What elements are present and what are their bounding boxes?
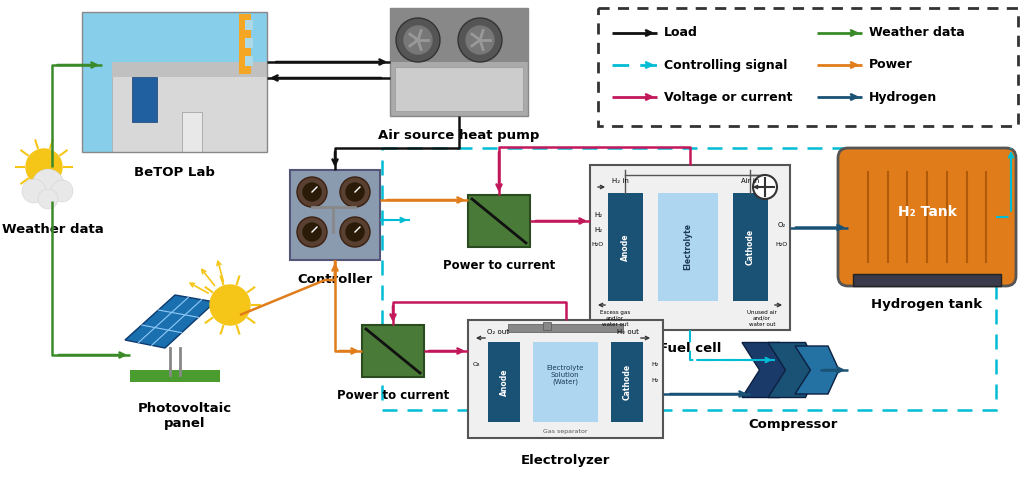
Bar — [112, 62, 267, 77]
Text: Electrolyte
Solution
(Water): Electrolyte Solution (Water) — [547, 365, 584, 385]
Text: Power to current: Power to current — [337, 389, 450, 402]
Text: H₂O: H₂O — [776, 242, 788, 247]
Circle shape — [458, 18, 502, 62]
Text: Cathode: Cathode — [745, 229, 755, 265]
Text: Anode: Anode — [621, 233, 630, 261]
Bar — [853, 274, 1001, 286]
Text: Gas separator: Gas separator — [544, 429, 588, 434]
Text: Unused air
and/or
water out: Unused air and/or water out — [748, 310, 777, 327]
Bar — [508, 324, 623, 332]
Bar — [82, 12, 267, 152]
Text: Weather data: Weather data — [869, 27, 965, 40]
Text: Hydrogen: Hydrogen — [869, 91, 937, 104]
Circle shape — [303, 183, 321, 201]
Circle shape — [32, 169, 63, 201]
Text: Air in: Air in — [740, 178, 759, 184]
Bar — [543, 322, 551, 330]
Circle shape — [26, 149, 62, 185]
Circle shape — [396, 18, 440, 62]
Text: Power to current: Power to current — [442, 259, 555, 272]
Circle shape — [340, 217, 370, 247]
Bar — [658, 193, 718, 301]
Bar — [182, 112, 202, 152]
Text: H₂ Tank: H₂ Tank — [898, 205, 956, 219]
Text: Air source heat pump: Air source heat pump — [378, 129, 540, 142]
FancyBboxPatch shape — [838, 148, 1016, 286]
FancyBboxPatch shape — [598, 8, 1018, 126]
Text: Hydrogen tank: Hydrogen tank — [871, 298, 983, 311]
Bar — [112, 62, 267, 152]
Text: BeTOP Lab: BeTOP Lab — [134, 166, 215, 179]
Bar — [290, 170, 380, 260]
Circle shape — [753, 175, 777, 199]
Bar — [245, 56, 253, 66]
Bar — [534, 342, 598, 422]
Text: Power: Power — [869, 59, 912, 72]
Circle shape — [38, 189, 58, 209]
Bar — [245, 38, 253, 48]
Bar — [390, 8, 528, 62]
Polygon shape — [768, 343, 818, 397]
Polygon shape — [795, 346, 839, 394]
Polygon shape — [125, 295, 215, 348]
Bar — [611, 342, 643, 422]
Bar — [132, 77, 157, 122]
Text: O₂ out: O₂ out — [487, 329, 509, 335]
Text: Voltage or current: Voltage or current — [664, 91, 793, 104]
Text: H₂: H₂ — [594, 212, 602, 218]
Text: H₂: H₂ — [651, 363, 658, 367]
Bar — [488, 342, 520, 422]
Text: Excess gas
and/or
water out: Excess gas and/or water out — [600, 310, 630, 327]
Bar — [130, 370, 220, 382]
Text: Compressor: Compressor — [749, 418, 838, 431]
Bar — [390, 8, 528, 116]
Bar — [390, 8, 528, 116]
Text: Electrolyzer: Electrolyzer — [521, 454, 610, 467]
Text: H₂ in: H₂ in — [611, 178, 629, 184]
Polygon shape — [742, 343, 792, 397]
Bar — [733, 193, 768, 301]
Bar — [362, 325, 424, 377]
Text: Weather data: Weather data — [2, 223, 103, 236]
Circle shape — [297, 177, 327, 207]
Bar — [395, 67, 523, 111]
Circle shape — [303, 223, 321, 241]
Circle shape — [346, 183, 364, 201]
Text: H₂O: H₂O — [592, 242, 604, 247]
Text: O₂: O₂ — [778, 222, 786, 228]
Circle shape — [346, 223, 364, 241]
Text: Fuel cell: Fuel cell — [658, 342, 721, 355]
Text: Electrolyte: Electrolyte — [683, 224, 692, 271]
Bar — [239, 14, 251, 74]
Bar — [608, 193, 643, 301]
Text: Cathode: Cathode — [623, 364, 632, 400]
Text: Controller: Controller — [297, 273, 373, 286]
Circle shape — [404, 26, 432, 54]
Text: H₂ out: H₂ out — [617, 329, 639, 335]
Bar — [82, 12, 267, 152]
Circle shape — [51, 180, 73, 202]
Circle shape — [297, 217, 327, 247]
Text: H₂: H₂ — [594, 227, 602, 233]
Circle shape — [340, 177, 370, 207]
Text: Controlling signal: Controlling signal — [664, 59, 787, 72]
Circle shape — [22, 179, 46, 203]
Circle shape — [210, 285, 250, 325]
Circle shape — [466, 26, 494, 54]
Text: O₂: O₂ — [472, 363, 480, 367]
Text: H₂: H₂ — [651, 378, 658, 382]
Text: Load: Load — [664, 27, 698, 40]
Text: Anode: Anode — [500, 368, 509, 396]
Bar — [245, 20, 253, 30]
Text: Photovoltaic
panel: Photovoltaic panel — [138, 402, 232, 430]
Bar — [590, 165, 790, 330]
Bar — [468, 320, 663, 438]
Bar — [468, 195, 530, 247]
